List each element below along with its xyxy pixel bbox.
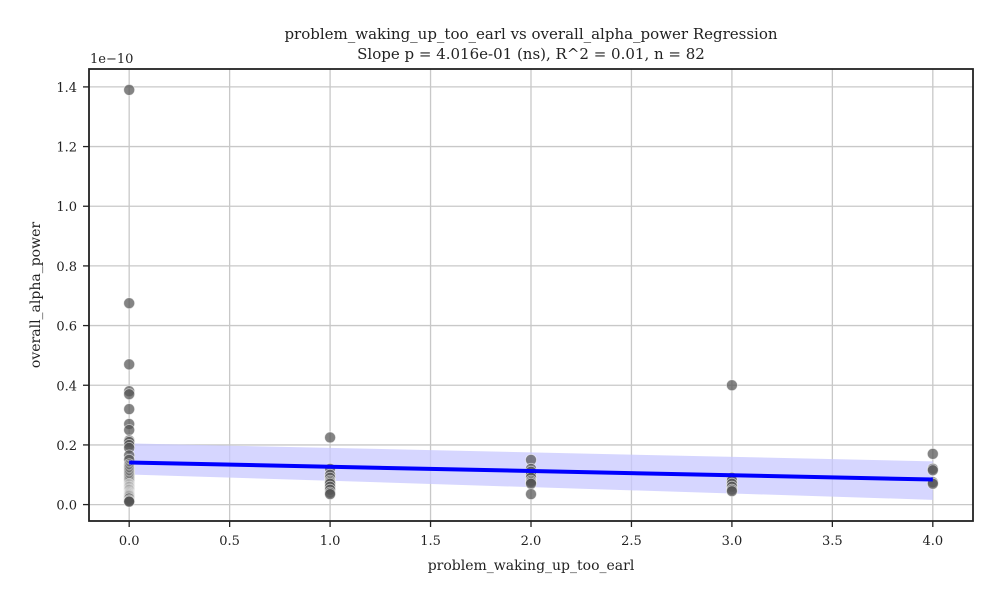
data-point xyxy=(123,83,136,96)
data-point xyxy=(123,358,136,371)
data-point xyxy=(525,488,537,501)
regression-fit-line xyxy=(129,460,933,482)
x-tick-label: 3.5 xyxy=(822,534,843,549)
y-axis-ticks: 0.0 0.2 0.4 0.6 0.8 1.0 1.2 1.4 xyxy=(56,81,89,514)
x-tick-label: 0.5 xyxy=(219,534,240,549)
x-tick-label: 2.0 xyxy=(521,534,542,549)
chart-subtitle: Slope p = 4.016e-01 (ns), R^2 = 0.01, n … xyxy=(357,45,705,63)
data-point xyxy=(324,431,336,444)
x-tick-label: 1.5 xyxy=(420,534,441,549)
y-tick-label: 0.8 xyxy=(56,260,77,275)
y-tick-label: 1.0 xyxy=(56,200,77,215)
data-point xyxy=(123,495,136,508)
y-tick-label: 0.4 xyxy=(56,379,77,394)
y-axis-label: overall_alpha_power xyxy=(28,222,44,368)
y-tick-label: 1.2 xyxy=(56,141,77,156)
grid-lines xyxy=(89,69,973,521)
x-axis-ticks: 0.0 0.5 1.0 1.5 2.0 2.5 3.0 3.5 4.0 xyxy=(119,521,943,549)
chart-title: problem_waking_up_too_earl vs overall_al… xyxy=(284,25,777,43)
data-point xyxy=(324,488,336,501)
y-axis-offset-label: 1e−10 xyxy=(90,52,133,67)
y-tick-label: 1.4 xyxy=(56,81,77,96)
x-tick-label: 4.0 xyxy=(922,534,943,549)
x-tick-label: 0.0 xyxy=(119,534,140,549)
regression-line xyxy=(129,460,933,482)
data-point xyxy=(726,379,738,392)
data-point xyxy=(726,485,738,498)
x-axis-label: problem_waking_up_too_earl xyxy=(428,558,635,574)
x-tick-label: 1.0 xyxy=(320,534,341,549)
x-tick-label: 2.5 xyxy=(621,534,642,549)
data-point xyxy=(926,464,939,477)
data-point xyxy=(525,477,537,490)
data-point xyxy=(123,424,136,436)
data-point xyxy=(123,403,136,416)
x-tick-label: 3.0 xyxy=(722,534,743,549)
data-point xyxy=(926,447,939,460)
y-tick-label: 0.0 xyxy=(56,499,77,514)
data-point xyxy=(123,388,136,401)
data-point xyxy=(123,297,136,310)
y-tick-label: 0.6 xyxy=(56,320,77,335)
y-tick-label: 0.2 xyxy=(56,439,77,454)
